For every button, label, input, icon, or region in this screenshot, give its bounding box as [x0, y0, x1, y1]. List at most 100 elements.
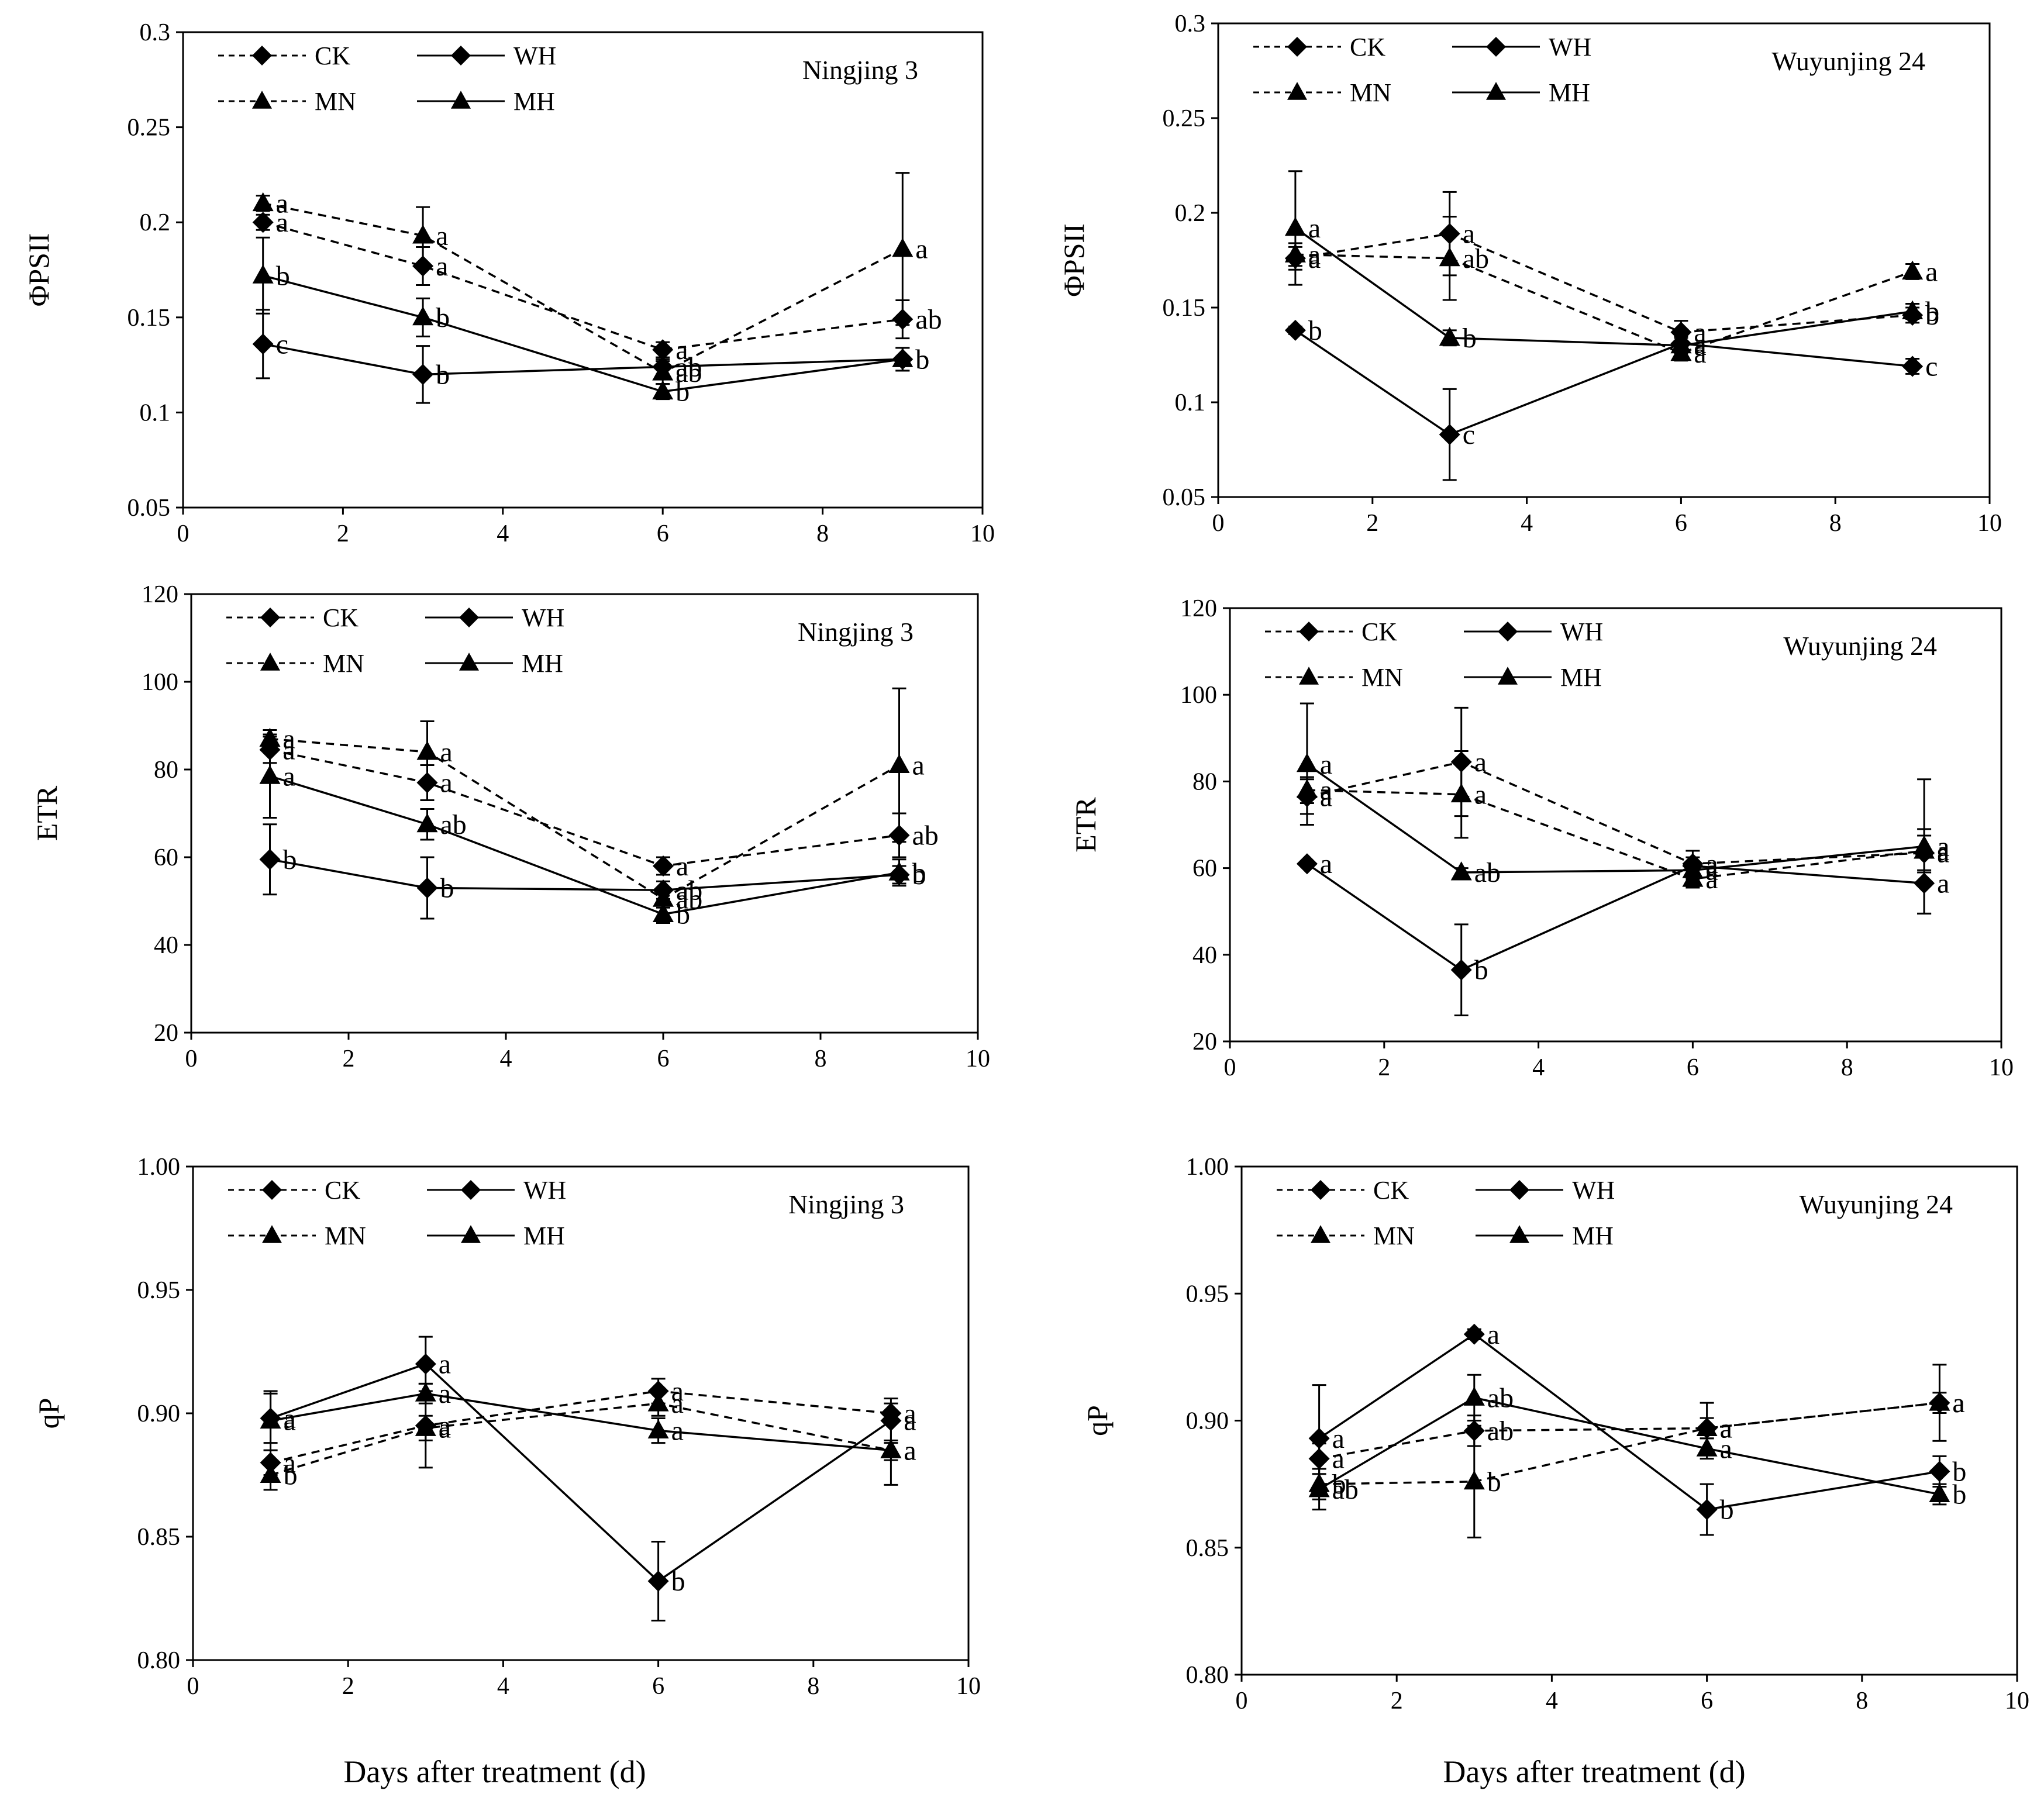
data-point — [1439, 247, 1460, 267]
y-tick-label: 0.95 — [137, 1277, 181, 1304]
significance-label: b — [436, 302, 450, 333]
data-point — [1696, 1417, 1718, 1437]
legend-marker — [252, 91, 272, 109]
series-mn: a aaa — [1296, 750, 1949, 895]
series-line — [1319, 1402, 1940, 1485]
series-line — [270, 858, 899, 892]
legend-entry-mh: MH — [1452, 78, 1590, 107]
significance-label: b — [1474, 955, 1488, 986]
x-tick-label: 0 — [185, 1046, 198, 1072]
y-tick-label: 0.25 — [1163, 105, 1206, 132]
legend-label: WH — [1560, 617, 1603, 646]
series-line — [1307, 761, 1925, 865]
x-tick-label: 6 — [652, 1673, 664, 1700]
data-point — [415, 1353, 436, 1375]
legend-label: MN — [1373, 1222, 1415, 1250]
chart-panel-etr-ningjing: 0 2 4 6 8 10 20 40 60 80 100 120 ETR Ningjing 3 CK WH MN… — [30, 581, 990, 1072]
x-tick-label: 10 — [966, 1046, 990, 1072]
legend-marker — [260, 608, 280, 627]
legend-entry-mn: MN — [228, 1222, 366, 1250]
series-ck: aab aa — [1308, 1364, 1965, 1475]
y-tick-label: 0.85 — [137, 1524, 181, 1551]
series-line — [1294, 329, 1913, 436]
x-tick-label: 4 — [1521, 510, 1533, 537]
x-tick-label: 8 — [816, 520, 829, 547]
y-tick-label: 0.80 — [137, 1647, 181, 1674]
x-tick-label: 2 — [337, 520, 349, 547]
significance-label: ab — [1487, 1382, 1514, 1413]
legend-entry-ck: CK — [218, 42, 350, 70]
x-tick-label: 6 — [1687, 1054, 1699, 1081]
significance-label: b — [915, 344, 929, 375]
x-tick-label: 2 — [1378, 1054, 1390, 1081]
legend-marker — [461, 1225, 481, 1243]
legend-entry-wh: WH — [425, 603, 564, 632]
series-mh: ab ab — [1284, 170, 1939, 361]
legend-label: WH — [1549, 33, 1591, 61]
x-tick-label: 0 — [177, 520, 189, 547]
legend-marker — [252, 46, 272, 65]
significance-label: b — [671, 1566, 685, 1597]
significance-label: a — [1952, 1388, 1964, 1419]
data-point — [412, 306, 434, 326]
panel-title: Wuyunjing 24 — [1783, 631, 1937, 661]
y-tick-label: 80 — [1192, 768, 1217, 795]
legend-entry-ck: CK — [228, 1176, 360, 1205]
legend-label: MN — [325, 1222, 366, 1250]
series-line — [270, 1390, 891, 1464]
significance-label: a — [439, 1410, 451, 1441]
x-tick-label: 0 — [1212, 510, 1225, 537]
legend-label: MH — [522, 649, 563, 678]
significance-label: a — [284, 1406, 296, 1437]
y-tick-label: 0.90 — [137, 1400, 181, 1427]
y-tick-label: 100 — [142, 669, 178, 696]
significance-label: a — [1694, 338, 1706, 369]
legend-entry-mn: MN — [1253, 78, 1391, 107]
significance-label: a — [1320, 749, 1332, 780]
plot-frame — [1217, 22, 1991, 498]
data-point — [653, 855, 674, 877]
data-point — [415, 1382, 436, 1402]
y-tick-label: 0.85 — [1186, 1535, 1229, 1562]
series-mh: aab aa — [1296, 702, 1949, 915]
x-tick-label: 8 — [1856, 1688, 1868, 1714]
data-point — [1670, 334, 1692, 354]
significance-label: a — [276, 188, 288, 219]
legend-entry-wh: WH — [1452, 33, 1591, 61]
significance-label: a — [904, 1435, 916, 1466]
x-tick-label: 8 — [1829, 510, 1842, 537]
significance-label: b — [1925, 300, 1939, 331]
x-tick-label: 4 — [1532, 1054, 1545, 1081]
legend-marker — [1299, 622, 1319, 641]
data-point — [652, 339, 674, 361]
data-point — [1450, 783, 1472, 803]
y-tick-label: 0.80 — [1186, 1662, 1229, 1689]
data-point — [1308, 1427, 1330, 1449]
data-point — [1284, 217, 1306, 236]
legend-entry-wh: WH — [417, 42, 556, 70]
x-tick-label: 4 — [500, 1046, 512, 1072]
data-point — [1696, 1437, 1718, 1457]
significance-label: a — [1487, 1319, 1500, 1350]
y-tick-label: 0.3 — [1175, 11, 1206, 37]
significance-label: a — [436, 220, 448, 251]
y-tick-label: 0.1 — [140, 399, 171, 426]
legend-label: CK — [1361, 617, 1397, 646]
y-tick-label: 0.90 — [1186, 1408, 1229, 1435]
data-point — [252, 192, 274, 212]
y-tick-label: 0.05 — [1163, 484, 1206, 511]
data-point — [412, 364, 434, 385]
legend-marker — [1498, 622, 1518, 641]
x-axis-label-left: Days after treatment (d) — [343, 1754, 646, 1789]
series-line — [1294, 227, 1913, 347]
x-tick-label: 2 — [1366, 510, 1378, 537]
x-tick-label: 4 — [1546, 1688, 1558, 1714]
significance-label: a — [1320, 848, 1332, 879]
legend-label: MH — [513, 87, 555, 116]
data-point — [1463, 1470, 1485, 1490]
y-axis-label: ΦPSII — [22, 233, 55, 306]
data-point — [260, 1409, 281, 1429]
series-line — [1318, 1333, 1940, 1511]
significance-label: c — [1463, 419, 1475, 450]
data-point — [888, 754, 910, 773]
